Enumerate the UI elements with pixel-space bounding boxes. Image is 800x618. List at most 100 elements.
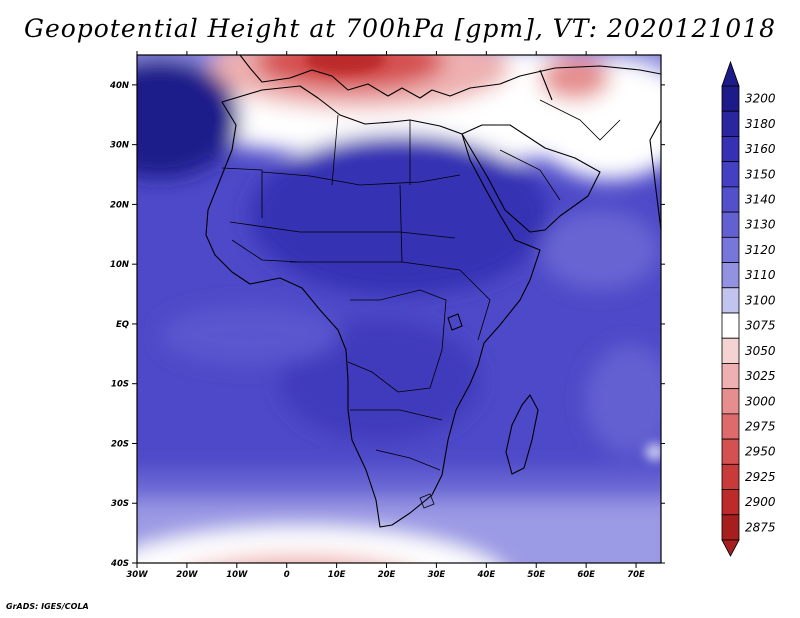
colorbar-label: 3200 xyxy=(745,92,776,106)
colorbar-swatch xyxy=(721,211,740,238)
border-sahel xyxy=(229,221,456,239)
x-tick-label: 70E xyxy=(627,570,645,580)
colorbar-label: 3140 xyxy=(745,193,776,207)
plot-frame xyxy=(136,54,662,564)
madagascar xyxy=(505,394,539,475)
colorbar-swatch xyxy=(721,236,740,263)
med-trough-deep xyxy=(305,55,385,74)
colorbar-swatch xyxy=(721,463,740,490)
colorbar-swatch xyxy=(721,287,740,314)
colorbar-swatch xyxy=(721,388,740,415)
border-southern-1 xyxy=(350,409,443,421)
y-tick-label: 10S xyxy=(111,380,129,390)
x-tick-label: 0 xyxy=(284,570,290,580)
border-libya-algeria xyxy=(331,114,339,186)
border-sahara xyxy=(261,171,461,186)
coastlines xyxy=(205,55,661,528)
y-tick-label: 40N xyxy=(109,81,129,91)
southern-trough-outer xyxy=(137,527,495,563)
colorbar-swatch xyxy=(721,438,740,465)
colorbar-label: 3130 xyxy=(745,218,776,232)
field-layer xyxy=(137,55,661,618)
colorbar-label: 3100 xyxy=(745,293,776,307)
border-southern-2 xyxy=(375,449,441,471)
colorbar-swatch xyxy=(721,186,740,213)
border-iran xyxy=(539,99,621,141)
colorbar-swatch xyxy=(721,489,740,516)
border-mauritania xyxy=(221,167,263,218)
colorbar-label: 3025 xyxy=(745,369,776,383)
colorbar-swatch xyxy=(721,337,740,364)
mascarene-light-spot xyxy=(645,443,661,461)
chart-title: Geopotential Height at 700hPa [gpm], VT:… xyxy=(23,14,777,43)
border-arabia xyxy=(499,149,561,201)
axis-ticks: 30W 20W 10W 0 10E 20E 30E 40E 50E 60E 70E 40N 30N 20N… xyxy=(109,51,665,580)
colorbar: 3200 3180 3160 3150 3140 3130 3120 3110 3100 3075… xyxy=(721,60,776,557)
y-tick-label: 20S xyxy=(111,439,129,449)
indian-ocean-light xyxy=(585,345,661,455)
colorbar-swatch xyxy=(721,110,740,137)
colorbar-extend-top xyxy=(721,60,740,87)
colorbar-label: 3000 xyxy=(745,394,776,408)
country-borders xyxy=(221,99,621,509)
x-tick-label: 10W xyxy=(226,570,248,580)
colorbar-label: 2900 xyxy=(745,495,776,509)
india-coast xyxy=(649,119,661,231)
y-tick-label: EQ xyxy=(116,320,129,330)
border-west xyxy=(231,239,301,263)
y-tick-label: 40S xyxy=(110,559,129,569)
southern-trough-deep xyxy=(260,598,350,618)
y-tick-label: 30S xyxy=(111,499,129,509)
arabia-coast xyxy=(461,124,601,233)
colorbar-swatch xyxy=(721,262,740,289)
x-tick-label: 60E xyxy=(577,570,595,580)
colorbar-label: 3160 xyxy=(745,142,776,156)
colorbar-swatch xyxy=(721,363,740,390)
colorbar-label: 3120 xyxy=(745,243,776,257)
europe-coast xyxy=(239,55,661,99)
colorbar-swatch xyxy=(721,136,740,163)
colorbar-extend-bottom xyxy=(721,539,740,557)
x-tick-label: 20E xyxy=(378,570,396,580)
x-tick-label: 40E xyxy=(477,570,496,580)
colorbar-label: 3050 xyxy=(745,344,776,358)
border-chad-sudan xyxy=(399,184,403,263)
colorbar-label: 2950 xyxy=(745,445,776,459)
x-tick-label: 10E xyxy=(328,570,346,580)
arabian-sea-light xyxy=(540,210,660,290)
border-east xyxy=(459,269,491,341)
southern-trough-core xyxy=(215,582,395,618)
africa-coast xyxy=(205,85,541,528)
border-drc xyxy=(347,289,447,393)
colorbar-label: 3180 xyxy=(745,117,776,131)
y-tick-label: 10N xyxy=(110,260,129,270)
south-central-ridge xyxy=(280,320,480,440)
colorbar-label: 3110 xyxy=(745,268,776,282)
colorbar-swatch xyxy=(721,413,740,440)
x-tick-label: 30W xyxy=(126,570,148,580)
lake-victoria xyxy=(447,313,463,331)
colorbar-label: 3075 xyxy=(745,319,776,333)
colorbar-swatch xyxy=(721,514,740,541)
x-tick-label: 50E xyxy=(527,570,545,580)
colorbar-swatch xyxy=(721,312,740,339)
grads-credit: GrADS: IGES/COLA xyxy=(6,602,89,611)
caspian xyxy=(539,69,553,101)
y-tick-label: 30N xyxy=(110,141,129,151)
southern-trough-mid xyxy=(214,555,386,563)
border-central xyxy=(290,261,461,271)
colorbar-label: 2925 xyxy=(745,470,776,484)
border-lesotho xyxy=(419,493,435,509)
colorbar-swatch xyxy=(721,161,740,188)
central-ridge xyxy=(250,135,550,295)
colorbar-label: 2875 xyxy=(745,520,776,534)
colorbar-swatch xyxy=(721,85,740,112)
colorbar-label: 2975 xyxy=(745,420,776,434)
iran-trough xyxy=(540,56,610,100)
y-tick-label: 20N xyxy=(110,200,129,210)
colorbar-label: 3150 xyxy=(745,167,776,181)
gulf-guinea-light xyxy=(160,305,340,365)
x-tick-label: 20W xyxy=(176,570,198,580)
atlantic-high xyxy=(137,58,240,178)
